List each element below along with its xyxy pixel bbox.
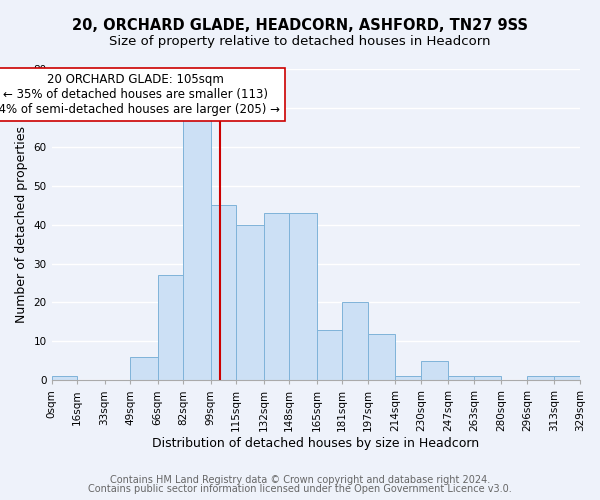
Bar xyxy=(527,376,554,380)
Bar xyxy=(368,334,395,380)
Bar xyxy=(554,376,580,380)
Bar xyxy=(395,376,421,380)
Y-axis label: Number of detached properties: Number of detached properties xyxy=(15,126,28,323)
Text: 20, ORCHARD GLADE, HEADCORN, ASHFORD, TN27 9SS: 20, ORCHARD GLADE, HEADCORN, ASHFORD, TN… xyxy=(72,18,528,32)
Bar xyxy=(474,376,501,380)
Bar xyxy=(448,376,474,380)
Bar xyxy=(158,275,183,380)
Bar xyxy=(211,205,236,380)
Bar xyxy=(183,120,211,380)
Bar xyxy=(289,213,317,380)
Bar xyxy=(236,224,263,380)
Bar xyxy=(342,302,368,380)
X-axis label: Distribution of detached houses by size in Headcorn: Distribution of detached houses by size … xyxy=(152,437,479,450)
Bar xyxy=(52,376,77,380)
Text: Contains public sector information licensed under the Open Government Licence v3: Contains public sector information licen… xyxy=(88,484,512,494)
Bar xyxy=(263,213,289,380)
Text: Contains HM Land Registry data © Crown copyright and database right 2024.: Contains HM Land Registry data © Crown c… xyxy=(110,475,490,485)
Bar xyxy=(130,357,158,380)
Bar xyxy=(317,330,342,380)
Text: Size of property relative to detached houses in Headcorn: Size of property relative to detached ho… xyxy=(109,35,491,48)
Text: 20 ORCHARD GLADE: 105sqm
← 35% of detached houses are smaller (113)
64% of semi-: 20 ORCHARD GLADE: 105sqm ← 35% of detach… xyxy=(0,73,280,116)
Bar xyxy=(421,361,448,380)
